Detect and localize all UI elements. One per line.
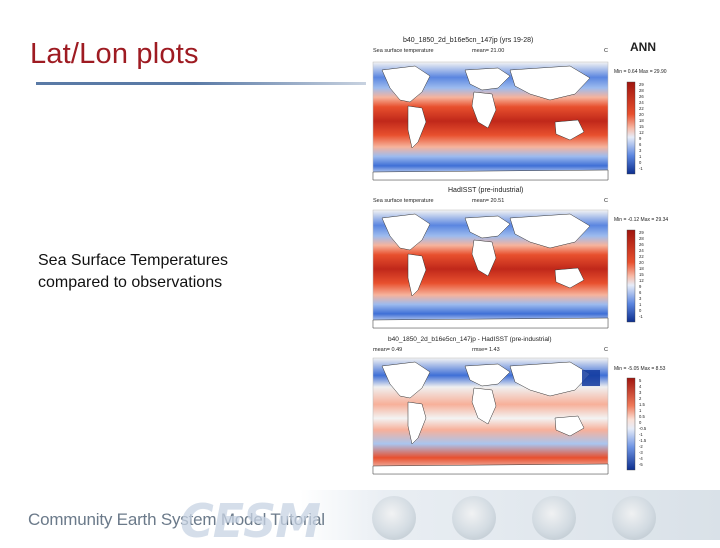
colorbar-label: 3 [639,390,642,395]
panel-left-label: Sea surface temperature [373,48,434,54]
globe-image [532,496,576,540]
colorbar-label: 9 [639,136,642,141]
colorbar [626,229,636,323]
panel-difference: b40_1850_2d_b16e5cn_147jp - HadISST (pre… [372,336,666,475]
panel-unit: C [604,347,608,353]
colorbar-label: 22 [639,106,644,111]
colorbar-label: 20 [639,112,644,117]
colorbar-label: 1 [639,154,642,159]
panel-title: b40_1850_2d_b16e5cn_147jp (yrs 19-28) [403,37,533,44]
panel-model: b40_1850_2d_b16e5cn_147jp (yrs 19-28) Se… [372,37,667,181]
colorbar-label: 1 [639,408,642,413]
colorbar-labels: 29 28 26 24 22 20 18 15 12 9 6 3 1 0 -1 [639,230,644,319]
colorbar-label: -2 [639,444,643,449]
globe-image [372,496,416,540]
colorbar-label: -1 [639,166,643,171]
colorbar-label: -0.5 [639,426,647,431]
panel-mean-label: mean= 21.00 [472,48,504,54]
globe-image [612,496,656,540]
title-underline [36,82,366,85]
colorbar-label: 12 [639,278,644,283]
colorbar-label: -1 [639,314,643,319]
body-text: Sea Surface Temperatures compared to obs… [38,252,229,291]
colorbar-label: 6 [639,290,642,295]
panel-unit: C [604,48,608,54]
north-atlantic-anomaly [582,370,600,386]
colorbar-label: 0.5 [639,414,645,419]
colorbar [626,81,636,175]
colorbar-label: 0 [639,308,642,313]
colorbar-label: 22 [639,254,644,259]
colorbar-label: 24 [639,100,644,105]
colorbar-label: 0 [639,160,642,165]
panel-mean-label: mean= 20.51 [472,198,504,204]
panel-left-label: Sea surface temperature [373,198,434,204]
colorbar-label: 15 [639,124,644,129]
sst-comparison-figure: ANN b40_1850_2d_b16e5cn_147jp (yrs 19-28… [372,37,668,475]
colorbar-label: -4 [639,456,643,461]
colorbar-label: 4 [639,384,642,389]
colorbar-label: 28 [639,88,644,93]
colorbar-label: 20 [639,260,644,265]
colorbar-label: -1.5 [639,438,647,443]
colorbar-label: 18 [639,266,644,271]
colorbar-label: 15 [639,272,644,277]
colorbar-label: 29 [639,82,644,87]
colorbar-label: 2 [639,396,642,401]
colorbar-label: 26 [639,242,644,247]
season-label: ANN [630,40,656,54]
footer-banner [300,490,720,540]
colorbar-label: 9 [639,284,642,289]
colorbar-label: -5 [639,462,643,467]
panel-minmax: Min = -5.05 Max = 8.53 [614,366,666,372]
colorbar-label: 12 [639,130,644,135]
colorbar-label: -1 [639,432,643,437]
colorbar-label: 29 [639,230,644,235]
colorbar-label: 1 [639,302,642,307]
panel-unit: C [604,198,608,204]
colorbar-label: 0 [639,420,642,425]
continents [372,361,609,475]
footer-text: Community Earth System Model Tutorial [28,510,325,529]
colorbar-labels: 5 4 3 2 1.5 1 0.5 0 -0.5 -1 -1.5 -2 -3 -… [639,378,647,467]
globe-image [452,496,496,540]
continents [372,213,609,329]
colorbar-label: -3 [639,450,643,455]
panel-minmax: Min = -0.12 Max = 29.34 [614,217,668,223]
colorbar-label: 24 [639,248,644,253]
colorbar-label: 3 [639,148,642,153]
colorbar-label: 1.5 [639,402,645,407]
panel-left-label: mean= 0.49 [373,347,402,353]
colorbar-labels: 29 28 26 24 22 20 18 15 12 9 6 3 1 0 -1 [639,82,644,171]
colorbar [626,377,636,471]
colorbar-label: 3 [639,296,642,301]
panel-minmax: Min = 0.64 Max = 29.90 [614,69,667,75]
panel-observations: HadISST (pre-industrial) Sea surface tem… [372,187,668,329]
colorbar-label: 5 [639,378,642,383]
panel-title: HadISST (pre-industrial) [448,187,523,194]
colorbar-label: 28 [639,236,644,241]
colorbar-label: 26 [639,94,644,99]
colorbar-label: 6 [639,142,642,147]
panel-mean-label: rmse= 1.43 [472,347,500,353]
colorbar-label: 18 [639,118,644,123]
panel-title: b40_1850_2d_b16e5cn_147jp - HadISST (pre… [388,336,552,343]
continents [372,65,609,181]
slide-title: Lat/Lon plots [30,38,199,70]
cesm-logo: CESM [180,494,321,548]
